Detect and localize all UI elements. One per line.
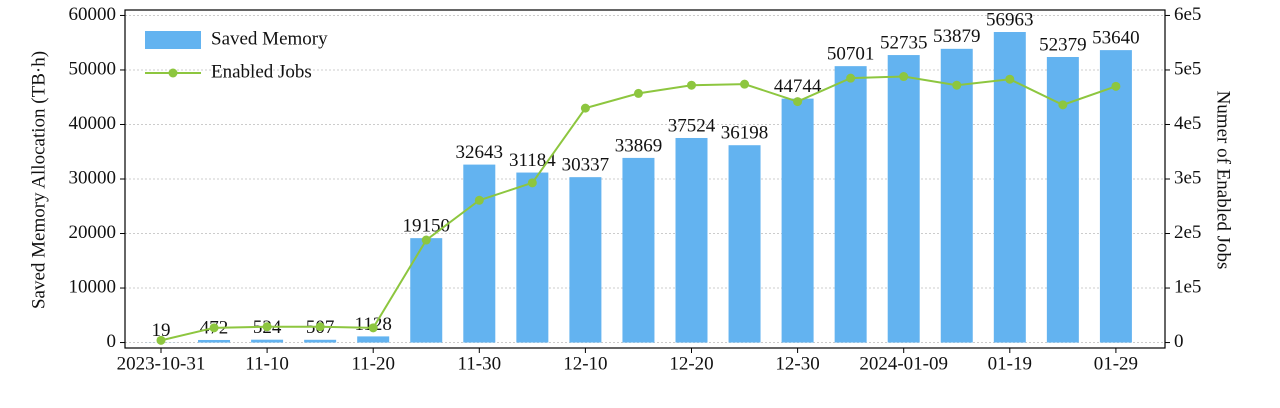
line-marker [315,322,325,332]
line-marker [156,335,166,345]
bar-value-label: 52379 [1039,34,1087,55]
line-marker [793,97,803,107]
y2-tick-label: 0 [1174,331,1184,352]
bar-value-label: 19 [152,320,171,341]
line-marker [474,195,484,205]
y-tick-label: 0 [107,331,117,352]
x-tick-label: 11-30 [457,353,501,374]
y-axis-title: Saved Memory Allocation (TB·h) [28,51,49,309]
x-tick-label: 11-10 [245,353,289,374]
line-marker [1005,74,1015,84]
bar [357,336,390,343]
line-marker [1111,81,1121,91]
bar-value-label: 36198 [721,123,769,144]
bar-value-label: 50701 [827,44,875,65]
bar [781,98,814,343]
bar-value-label: 44744 [774,76,822,97]
bar-value-label: 30337 [562,155,610,176]
legend-swatch [168,68,178,78]
bar [410,238,443,343]
x-tick-label: 12-30 [775,353,819,374]
line-marker [262,322,272,332]
x-tick-label: 01-29 [1094,353,1138,374]
y-tick-label: 40000 [69,113,117,134]
bar [622,157,655,343]
legend-label: Saved Memory [211,28,328,49]
bar [887,55,920,343]
x-tick-label: 01-19 [988,353,1032,374]
line-marker [209,323,219,333]
bar [516,172,549,343]
line-marker [527,178,537,188]
x-tick-label: 12-20 [669,353,713,374]
x-tick-label: 2023-10-31 [117,353,206,374]
line-marker [421,235,431,245]
plot-frame [124,9,1166,349]
bar [1099,50,1132,343]
line-marker [846,73,856,83]
bar [728,145,761,343]
y-tick-label: 20000 [69,222,117,243]
line-marker [1058,100,1068,110]
y-tick-label: 10000 [69,276,117,297]
x-tick-label: 12-10 [563,353,607,374]
line-marker [899,72,909,82]
bar [251,339,284,343]
bar [463,164,496,343]
bar [675,137,708,343]
bar-value-label: 32643 [456,142,504,163]
bar-value-label: 56963 [986,9,1034,30]
x-tick-label: 11-20 [351,353,395,374]
y-tick-label: 30000 [69,167,117,188]
line-marker [740,79,750,89]
bar [304,339,337,343]
bar-value-label: 19150 [403,216,451,237]
y2-tick-label: 4e5 [1174,113,1201,134]
bar-value-label: 52735 [880,32,928,53]
y2-tick-label: 3e5 [1174,167,1201,188]
line-marker [368,323,378,333]
line-marker [580,103,590,113]
y2-tick-label: 1e5 [1174,276,1201,297]
bar [940,48,973,343]
y2-tick-label: 6e5 [1174,4,1201,25]
legend-swatch [145,31,201,49]
y2-tick-label: 2e5 [1174,222,1201,243]
bar [198,339,231,343]
bar [569,177,602,343]
bar-value-label: 33869 [615,135,663,156]
y2-axis-title: Numer of Enabled Jobs [1213,91,1234,270]
y2-tick-label: 5e5 [1174,58,1201,79]
bar-value-label: 37524 [668,115,716,136]
legend-label: Enabled Jobs [211,61,312,82]
bar [834,66,867,343]
bar-value-label: 53640 [1092,27,1140,48]
line-marker [952,80,962,90]
line-marker [687,80,696,90]
line-marker [633,88,643,98]
y-tick-label: 60000 [69,4,117,25]
bar-value-label: 53879 [933,26,981,47]
x-tick-label: 2024-01-09 [859,353,948,374]
y-tick-label: 50000 [69,58,117,79]
